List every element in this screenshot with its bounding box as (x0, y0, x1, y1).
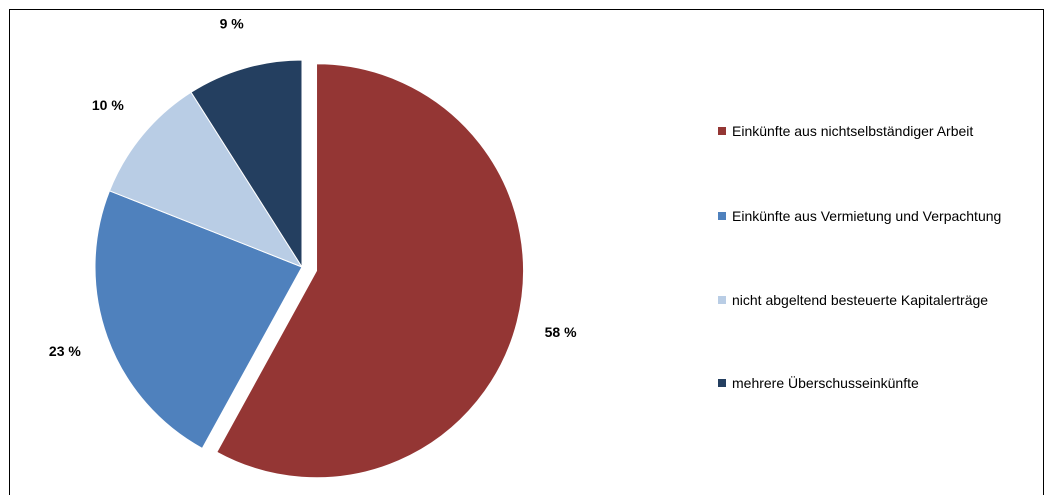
legend-label: Einkünfte aus Vermietung und Verpachtung (732, 208, 1002, 224)
legend-swatch (718, 127, 726, 135)
legend-item-mehrere-ueberschusseinkuenfte: mehrere Überschusseinkünfte (718, 375, 919, 391)
legend-item-nichtselbstaendige-arbeit: Einkünfte aus nichtselbständiger Arbeit (718, 123, 973, 139)
legend-item-kapitalertraege: nicht abgeltend besteuerte Kapitalerträg… (718, 292, 988, 308)
slice-data-label: 9 % (220, 16, 245, 32)
pie-slice (108, 91, 304, 269)
pie-slice (216, 63, 525, 479)
legend: Einkünfte aus nichtselbständiger Arbeit … (718, 0, 1048, 495)
pie-slice (190, 59, 303, 269)
legend-label: mehrere Überschusseinkünfte (732, 375, 919, 391)
legend-label: nicht abgeltend besteuerte Kapitalerträg… (732, 292, 989, 308)
slice-data-label: 10 % (92, 97, 124, 113)
legend-swatch (718, 296, 726, 304)
legend-item-vermietung-verpachtung: Einkünfte aus Vermietung und Verpachtung (718, 208, 1001, 224)
slice-data-label: 23 % (49, 343, 81, 359)
slice-data-label: 58 % (545, 324, 577, 340)
pie-slice (94, 190, 303, 450)
legend-label: Einkünfte aus nichtselbständiger Arbeit (732, 123, 974, 139)
legend-swatch (718, 212, 726, 220)
legend-swatch (718, 379, 726, 387)
